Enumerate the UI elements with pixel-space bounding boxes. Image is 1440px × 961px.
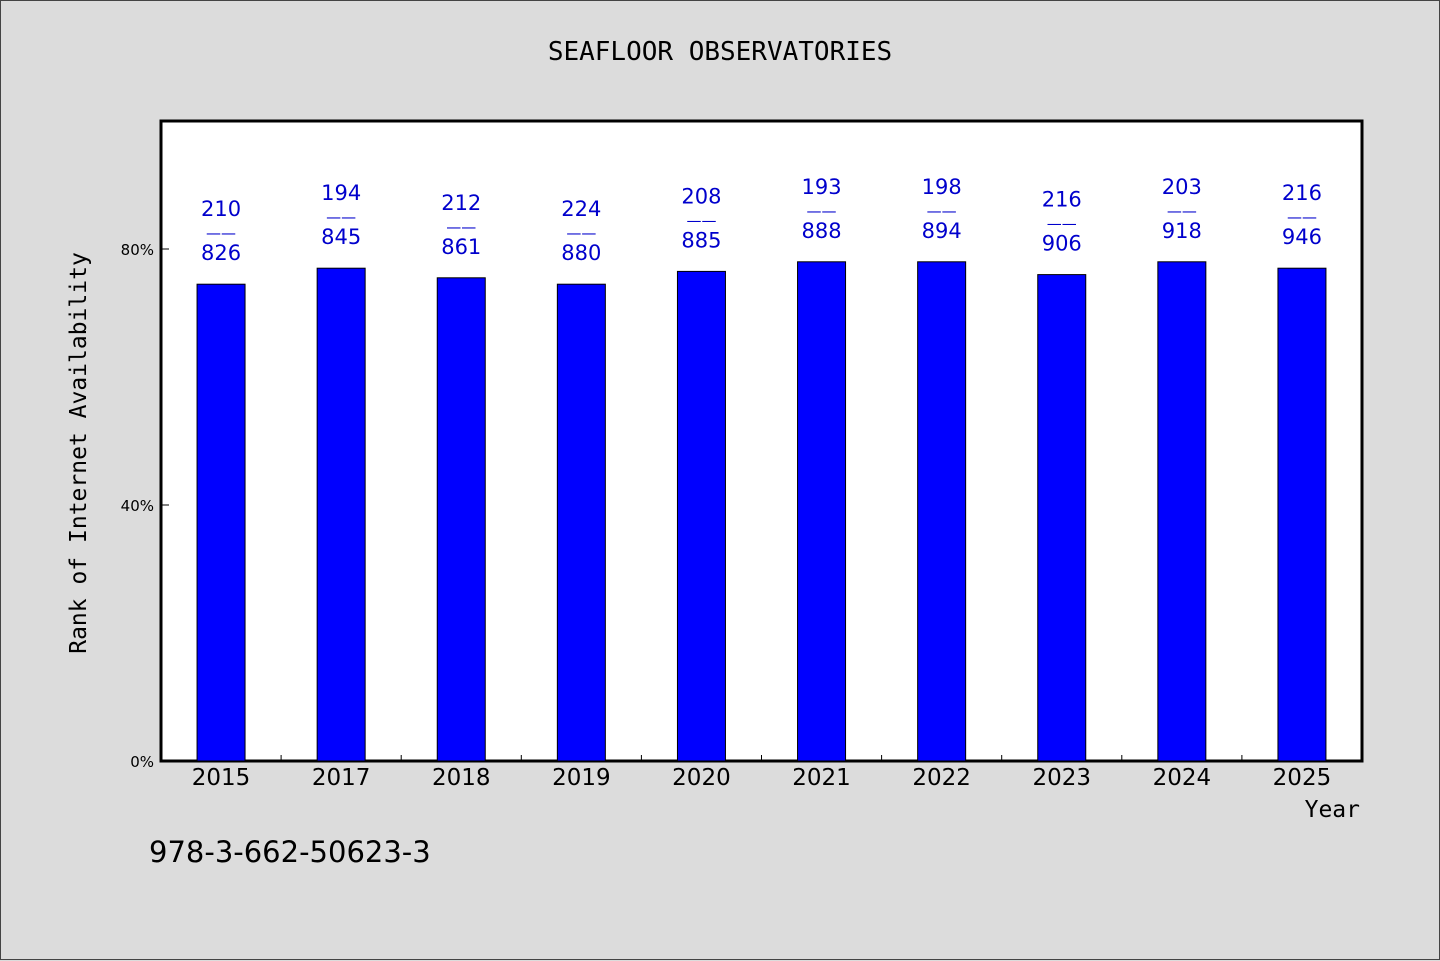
bar-label-separator: ——: [807, 202, 837, 220]
bar: [676, 270, 726, 762]
bar-label-top: 198: [922, 175, 962, 199]
x-tick-label: 2022: [912, 765, 971, 791]
bar-label-top: 203: [1162, 175, 1202, 199]
bar: [196, 283, 246, 762]
bar-label-separator: ——: [446, 218, 476, 236]
y-tick-label: 80%: [121, 241, 154, 259]
bar: [917, 261, 967, 762]
x-tick-label: 2018: [432, 765, 491, 791]
x-tick-label: 2015: [192, 765, 251, 791]
bar-label-bottom: 861: [441, 235, 481, 259]
x-tick-label: 2023: [1032, 765, 1091, 791]
bar-label-separator: ——: [206, 224, 236, 242]
bar-label-top: 216: [1042, 188, 1082, 212]
bar-label-bottom: 888: [802, 219, 842, 243]
isbn-text: 978-3-662-50623-3: [149, 835, 431, 869]
bar-label-bottom: 885: [681, 228, 721, 252]
chart-title: SEAFLOOR OBSERVATORIES: [547, 37, 893, 67]
bar-label-separator: ——: [1167, 202, 1197, 220]
bar-label-bottom: 918: [1162, 219, 1202, 243]
bar-label-bottom: 946: [1282, 225, 1322, 249]
bar-label-top: 194: [321, 181, 361, 205]
bar-label-separator: ——: [927, 202, 957, 220]
bar-label-separator: ——: [1287, 208, 1317, 226]
bar: [1277, 267, 1327, 762]
bar: [797, 261, 847, 762]
y-tick-label: 0%: [130, 753, 154, 771]
bar-label-separator: ——: [1047, 215, 1077, 233]
bar: [556, 283, 606, 762]
bar-label-top: 224: [561, 197, 601, 221]
x-tick-label: 2019: [552, 765, 611, 791]
bar: [1037, 274, 1087, 762]
bar-label-separator: ——: [686, 211, 716, 229]
x-axis-label: Year: [1305, 797, 1360, 823]
x-tick-label: 2021: [792, 765, 851, 791]
x-tick-label: 2020: [672, 765, 731, 791]
bar: [436, 277, 486, 762]
bar-label-top: 208: [681, 184, 721, 208]
bar: [316, 267, 366, 762]
y-tick-label: 40%: [121, 497, 154, 515]
bar: [1157, 261, 1207, 762]
x-tick-label: 2017: [312, 765, 371, 791]
bar-label-top: 216: [1282, 181, 1322, 205]
bar-label-top: 193: [802, 175, 842, 199]
bar-label-separator: ——: [566, 224, 596, 242]
bar-label-top: 210: [201, 197, 241, 221]
bar-label-bottom: 894: [922, 219, 962, 243]
x-tick-label: 2024: [1153, 765, 1212, 791]
bar-label-bottom: 906: [1042, 232, 1082, 256]
bar-label-bottom: 845: [321, 225, 361, 249]
bar-label-separator: ——: [326, 208, 356, 226]
bar-label-bottom: 826: [201, 241, 241, 265]
x-tick-label: 2025: [1273, 765, 1332, 791]
bar-label-bottom: 880: [561, 241, 601, 265]
bar-label-top: 212: [441, 191, 481, 215]
y-axis-label: Rank of Internet Availability: [66, 252, 92, 654]
